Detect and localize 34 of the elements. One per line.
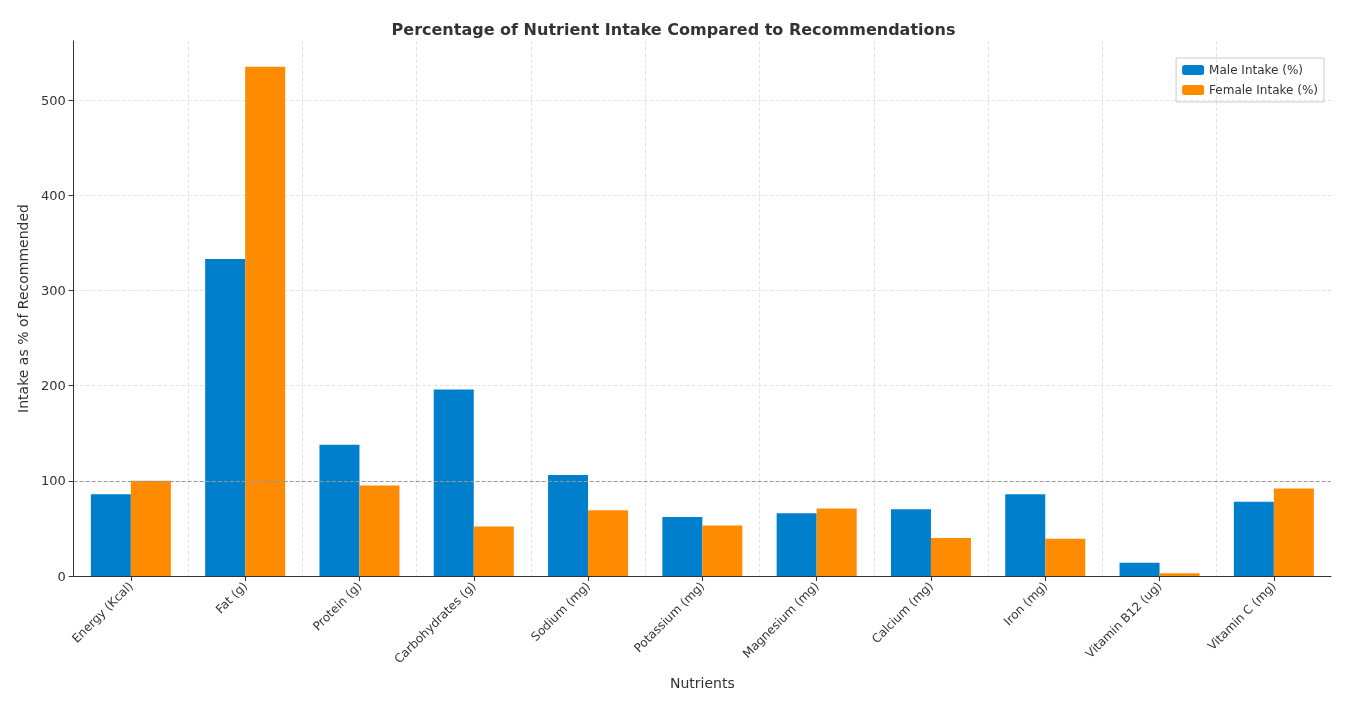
y-tick-label: 200 [40, 378, 66, 394]
bar [1005, 494, 1046, 576]
bar [548, 475, 589, 576]
y-tick-label: 400 [40, 187, 66, 203]
bar [319, 444, 360, 576]
bar [776, 513, 817, 576]
y-tick-label: 0 [57, 568, 66, 584]
bar [890, 509, 931, 576]
bar [359, 485, 400, 576]
y-tick-label: 500 [40, 92, 66, 108]
y-tick-label: 300 [40, 282, 66, 298]
legend-label: Male Intake (%) [1209, 63, 1304, 77]
x-axis-title: Nutrients [669, 675, 735, 691]
x-tick-label: Fat (g) [212, 579, 251, 617]
bar [1233, 501, 1274, 576]
bar [90, 494, 131, 576]
bar [662, 516, 703, 576]
chart-title: Percentage of Nutrient Intake Compared to Recommendations [391, 19, 956, 39]
bar [702, 525, 743, 576]
bar [1273, 488, 1314, 576]
legend-label: Female Intake (%) [1209, 83, 1318, 97]
bar [473, 526, 514, 576]
bar [588, 510, 629, 576]
bar [1119, 562, 1160, 576]
bar [433, 389, 474, 576]
bar [130, 480, 171, 576]
bar [245, 66, 286, 576]
bar [205, 259, 246, 576]
y-tick-label: 100 [40, 473, 66, 489]
bar [1045, 538, 1086, 576]
bar [816, 508, 857, 576]
bar [1159, 573, 1200, 576]
bar [930, 537, 971, 576]
y-axis-title: Intake as % of Recommended [15, 204, 31, 413]
